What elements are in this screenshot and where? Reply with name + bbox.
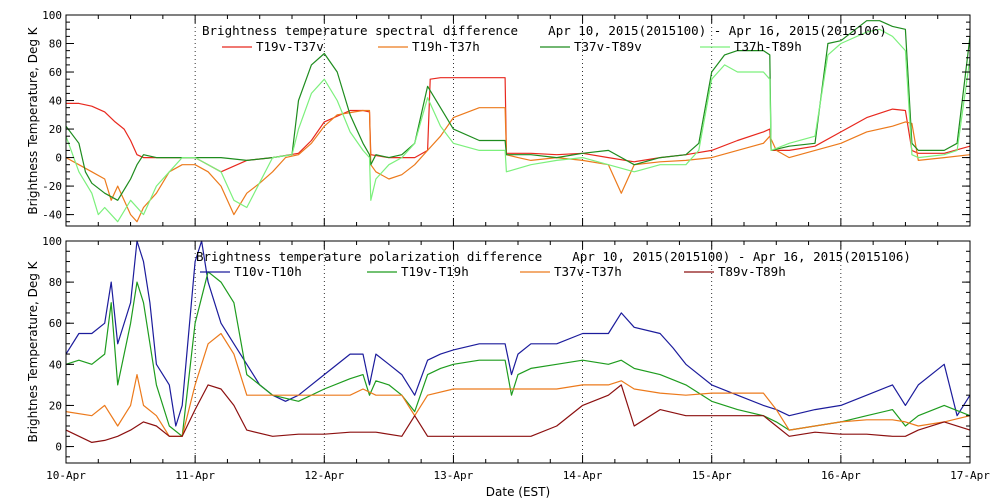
series-line-t89v-t89h	[65, 384, 971, 443]
spectral-y-axis-label: Brightness Temperature, Deg K	[26, 26, 40, 214]
spectral-x-ticks	[65, 15, 971, 226]
x-tick-label: 14-Apr	[563, 469, 603, 482]
spectral-difference-panel: -40 -20 0 20 40 60 80 100 Brightness temperatur…	[26, 9, 971, 227]
series-line-t19v-t37v	[66, 77, 971, 173]
y-tick-label: 100	[42, 235, 62, 248]
x-tick-label: 12-Apr	[304, 469, 344, 482]
y-tick-label: 20	[49, 399, 62, 412]
x-axis-label: Date (EST)	[486, 485, 550, 499]
spectral-series-lines	[65, 20, 971, 223]
polarization-legend: T10v-T10h T19v-T19h T37v-T37h T89v-T89h	[200, 264, 786, 279]
legend-label: T19h-T37h	[412, 39, 480, 54]
y-tick-label: 100	[42, 9, 62, 22]
polarization-series-lines	[65, 240, 971, 443]
y-tick-label: 20	[49, 123, 62, 136]
series-line-t37v-t89v	[65, 20, 971, 201]
polarization-y-ticks: 0 20 40 60 80 100	[42, 235, 970, 458]
legend-label: T89v-T89h	[718, 264, 786, 279]
legend-label: T37v-T37h	[554, 264, 622, 279]
y-tick-label: -40	[42, 209, 62, 222]
y-tick-label: -20	[42, 180, 62, 193]
y-tick-label: 80	[49, 276, 62, 289]
legend-label: T19v-T19h	[401, 264, 469, 279]
polarization-vertical-gridlines	[194, 241, 842, 463]
x-tick-label: 13-Apr	[434, 469, 474, 482]
polarization-difference-panel: 0 20 40 60 80 100 10-Apr 11-Apr 12-Apr 13-Apr 14-…	[26, 235, 990, 499]
spectral-legend: T19v-T37v T19h-T37h T37v-T89v T37h-T89h	[222, 39, 802, 54]
x-tick-label: 11-Apr	[175, 469, 215, 482]
legend-label: T37h-T89h	[734, 39, 802, 54]
y-tick-label: 0	[55, 152, 62, 165]
x-tick-label: 16-Apr	[821, 469, 861, 482]
legend-label: T10v-T10h	[234, 264, 302, 279]
series-line-t37v-t37h	[65, 332, 971, 437]
series-line-t19v-t19h	[65, 271, 971, 437]
x-tick-label: 17-Apr	[950, 469, 990, 482]
spectral-y-ticks: -40 -20 0 20 40 60 80 100	[42, 9, 970, 223]
polarization-y-axis-label: Brightnes Temperature, Deg K	[26, 260, 40, 442]
y-tick-label: 60	[49, 317, 62, 330]
y-tick-label: 40	[49, 95, 62, 108]
series-line-t37h-t89h	[65, 28, 971, 223]
spectral-chart-title: Brightness temperature spectral differen…	[202, 23, 887, 38]
legend-label: T37v-T89v	[574, 39, 642, 54]
y-tick-label: 40	[49, 358, 62, 371]
x-tick-label: 10-Apr	[46, 469, 86, 482]
polarization-chart-title: Brightness temperature polarization diff…	[196, 249, 911, 264]
polarization-x-ticks: 10-Apr 11-Apr 12-Apr 13-Apr 14-Apr 15-Apr 16-A…	[46, 241, 990, 482]
x-tick-label: 15-Apr	[692, 469, 732, 482]
series-line-t10v-t10h	[65, 240, 971, 427]
y-tick-label: 80	[49, 38, 62, 51]
legend-label: T19v-T37v	[256, 39, 324, 54]
y-tick-label: 60	[49, 66, 62, 79]
y-tick-label: 0	[55, 441, 62, 454]
